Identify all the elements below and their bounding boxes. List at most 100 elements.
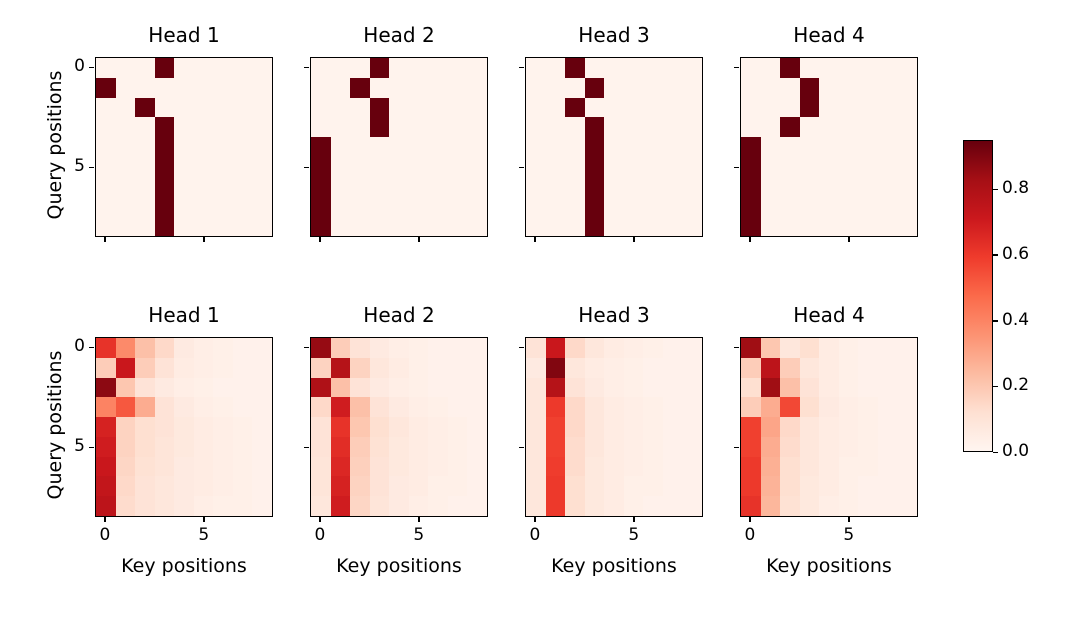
heatmap-cell bbox=[213, 397, 233, 418]
heatmap-cell bbox=[408, 216, 429, 236]
heatmap-cell bbox=[799, 77, 820, 98]
heatmap-cell bbox=[428, 496, 448, 516]
y-tick-mark bbox=[734, 66, 739, 68]
heatmap-cell bbox=[154, 77, 175, 98]
heatmap-cell bbox=[858, 357, 878, 378]
colorbar-tick-mark bbox=[993, 385, 998, 388]
heatmap-cell bbox=[311, 456, 331, 477]
heatmap-cell bbox=[467, 456, 487, 477]
subplot-row-0-head-4 bbox=[740, 57, 918, 237]
y-tick-mark bbox=[519, 66, 524, 68]
heatmap-cell bbox=[799, 338, 820, 358]
x-tick-mark bbox=[749, 237, 751, 242]
heatmap-cell bbox=[428, 476, 448, 497]
heatmap-cell bbox=[877, 176, 898, 197]
heatmap-cell bbox=[174, 97, 194, 118]
heatmap-cell bbox=[545, 216, 566, 236]
heatmap-cell bbox=[780, 417, 800, 437]
heatmap-cell bbox=[311, 476, 331, 497]
heatmap-cell bbox=[662, 397, 683, 418]
heatmap-cell bbox=[526, 176, 546, 197]
heatmap-cell bbox=[584, 216, 605, 236]
x-tick-label: 5 bbox=[628, 525, 640, 545]
heatmap-cell bbox=[858, 456, 878, 477]
heatmap-cell bbox=[408, 117, 429, 138]
heatmap-cell bbox=[408, 156, 429, 177]
heatmap-cell bbox=[135, 456, 155, 477]
heatmap-cell bbox=[858, 58, 878, 78]
heatmap-cell bbox=[545, 417, 566, 437]
heatmap-cell bbox=[838, 476, 859, 497]
heatmap-cell bbox=[526, 397, 546, 418]
heatmap-cell bbox=[643, 456, 663, 477]
heatmap-cell bbox=[193, 176, 214, 197]
heatmap-cell bbox=[662, 496, 683, 516]
heatmap-cell bbox=[174, 397, 194, 418]
subplot-row-0-head-2 bbox=[310, 57, 488, 237]
heatmap-cell bbox=[741, 357, 761, 378]
subplot-row-0-head-1 bbox=[95, 57, 273, 237]
heatmap-cell bbox=[154, 338, 175, 358]
heatmap-cell bbox=[780, 176, 800, 197]
x-tick-mark bbox=[633, 237, 635, 242]
heatmap-cell bbox=[135, 58, 155, 78]
heatmap-cell bbox=[682, 357, 702, 378]
heatmap-cell bbox=[213, 77, 233, 98]
heatmap-cell bbox=[819, 77, 839, 98]
heatmap-cell bbox=[643, 216, 663, 236]
heatmap-cell bbox=[643, 397, 663, 418]
heatmap-cell bbox=[526, 338, 546, 358]
heatmap-cell bbox=[369, 58, 390, 78]
heatmap-cell bbox=[135, 377, 155, 398]
heatmap-cell bbox=[467, 338, 487, 358]
heatmap-cell bbox=[252, 417, 272, 437]
heatmap-cell bbox=[447, 77, 468, 98]
heatmap-cell bbox=[389, 496, 409, 516]
heatmap-cell bbox=[838, 137, 859, 157]
heatmap-cell bbox=[584, 338, 605, 358]
heatmap-cell bbox=[604, 496, 624, 516]
heatmap-cell bbox=[643, 377, 663, 398]
heatmap-cell bbox=[604, 357, 624, 378]
y-tick-mark bbox=[734, 346, 739, 348]
heatmap-cell bbox=[447, 476, 468, 497]
heatmap-cell bbox=[174, 417, 194, 437]
heatmap-cell bbox=[193, 456, 214, 477]
heatmap-cell bbox=[819, 377, 839, 398]
heatmap-cell bbox=[115, 456, 136, 477]
heatmap-cell bbox=[604, 117, 624, 138]
heatmap-cell bbox=[447, 216, 468, 236]
heatmap-cell bbox=[115, 97, 136, 118]
heatmap-cell bbox=[858, 77, 878, 98]
heatmap-cell bbox=[780, 357, 800, 378]
heatmap-cell bbox=[623, 357, 644, 378]
heatmap-cell bbox=[389, 456, 409, 477]
heatmap-cell bbox=[565, 196, 585, 217]
heatmap-cell bbox=[643, 476, 663, 497]
heatmap-cell bbox=[252, 357, 272, 378]
x-tick-label: 0 bbox=[529, 525, 541, 545]
heatmap-cell bbox=[369, 176, 390, 197]
heatmap-cell bbox=[193, 476, 214, 497]
heatmap-cell bbox=[369, 436, 390, 457]
heatmap-cell bbox=[311, 357, 331, 378]
heatmap-cell bbox=[877, 476, 898, 497]
x-tick-label: 5 bbox=[198, 525, 210, 545]
heatmap-cell bbox=[877, 417, 898, 437]
heatmap-cell bbox=[135, 156, 155, 177]
heatmap-cell bbox=[858, 436, 878, 457]
heatmap-cell bbox=[350, 417, 370, 437]
heatmap-cell bbox=[330, 456, 351, 477]
heatmap-cell bbox=[389, 196, 409, 217]
heatmap-cell bbox=[232, 496, 253, 516]
heatmap-cell bbox=[467, 137, 487, 157]
heatmap-cell bbox=[115, 196, 136, 217]
heatmap-cell bbox=[213, 338, 233, 358]
heatmap-cell bbox=[682, 216, 702, 236]
heatmap-cell bbox=[819, 496, 839, 516]
heatmap-cell bbox=[115, 476, 136, 497]
heatmap-cell bbox=[799, 496, 820, 516]
x-tick-mark bbox=[104, 237, 106, 242]
heatmap-cell bbox=[154, 456, 175, 477]
heatmap-cell bbox=[154, 117, 175, 138]
